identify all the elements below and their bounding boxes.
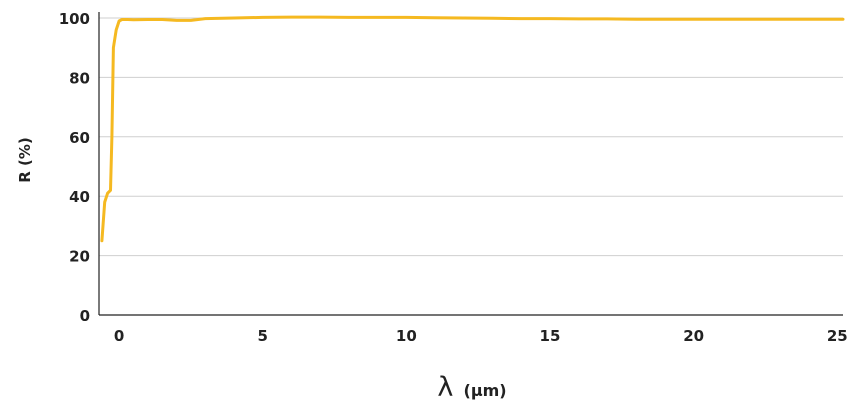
x-axis-label-unit: (μm) [464,381,507,400]
y-tick-label-0: 0 [80,307,90,325]
y-tick-label-60: 60 [69,129,90,147]
x-tick-label-15: 15 [540,327,561,345]
y-tick-label-100: 100 [59,10,90,28]
series-line-0 [100,15,845,243]
y-tick-label-80: 80 [69,69,90,87]
grid-lines [99,17,843,257]
x-tick-label-20: 20 [683,327,704,345]
axes [98,12,843,316]
y-tick-label-40: 40 [69,188,90,206]
x-axis-label-symbol: λ [437,372,453,403]
y-axis-label: R (%) [16,137,34,183]
x-tick-label-25: 25 [827,327,848,345]
x-tick-label-10: 10 [396,327,417,345]
x-tick-labels: 0 5 10 15 20 25 [114,327,848,345]
x-axis-label: λ (μm) [437,372,506,403]
y-tick-labels: 0 20 40 60 80 100 [59,10,90,325]
y-tick-label-20: 20 [69,248,90,266]
x-tick-label-5: 5 [258,327,268,345]
series-layer [100,15,845,243]
x-tick-label-0: 0 [114,327,124,345]
